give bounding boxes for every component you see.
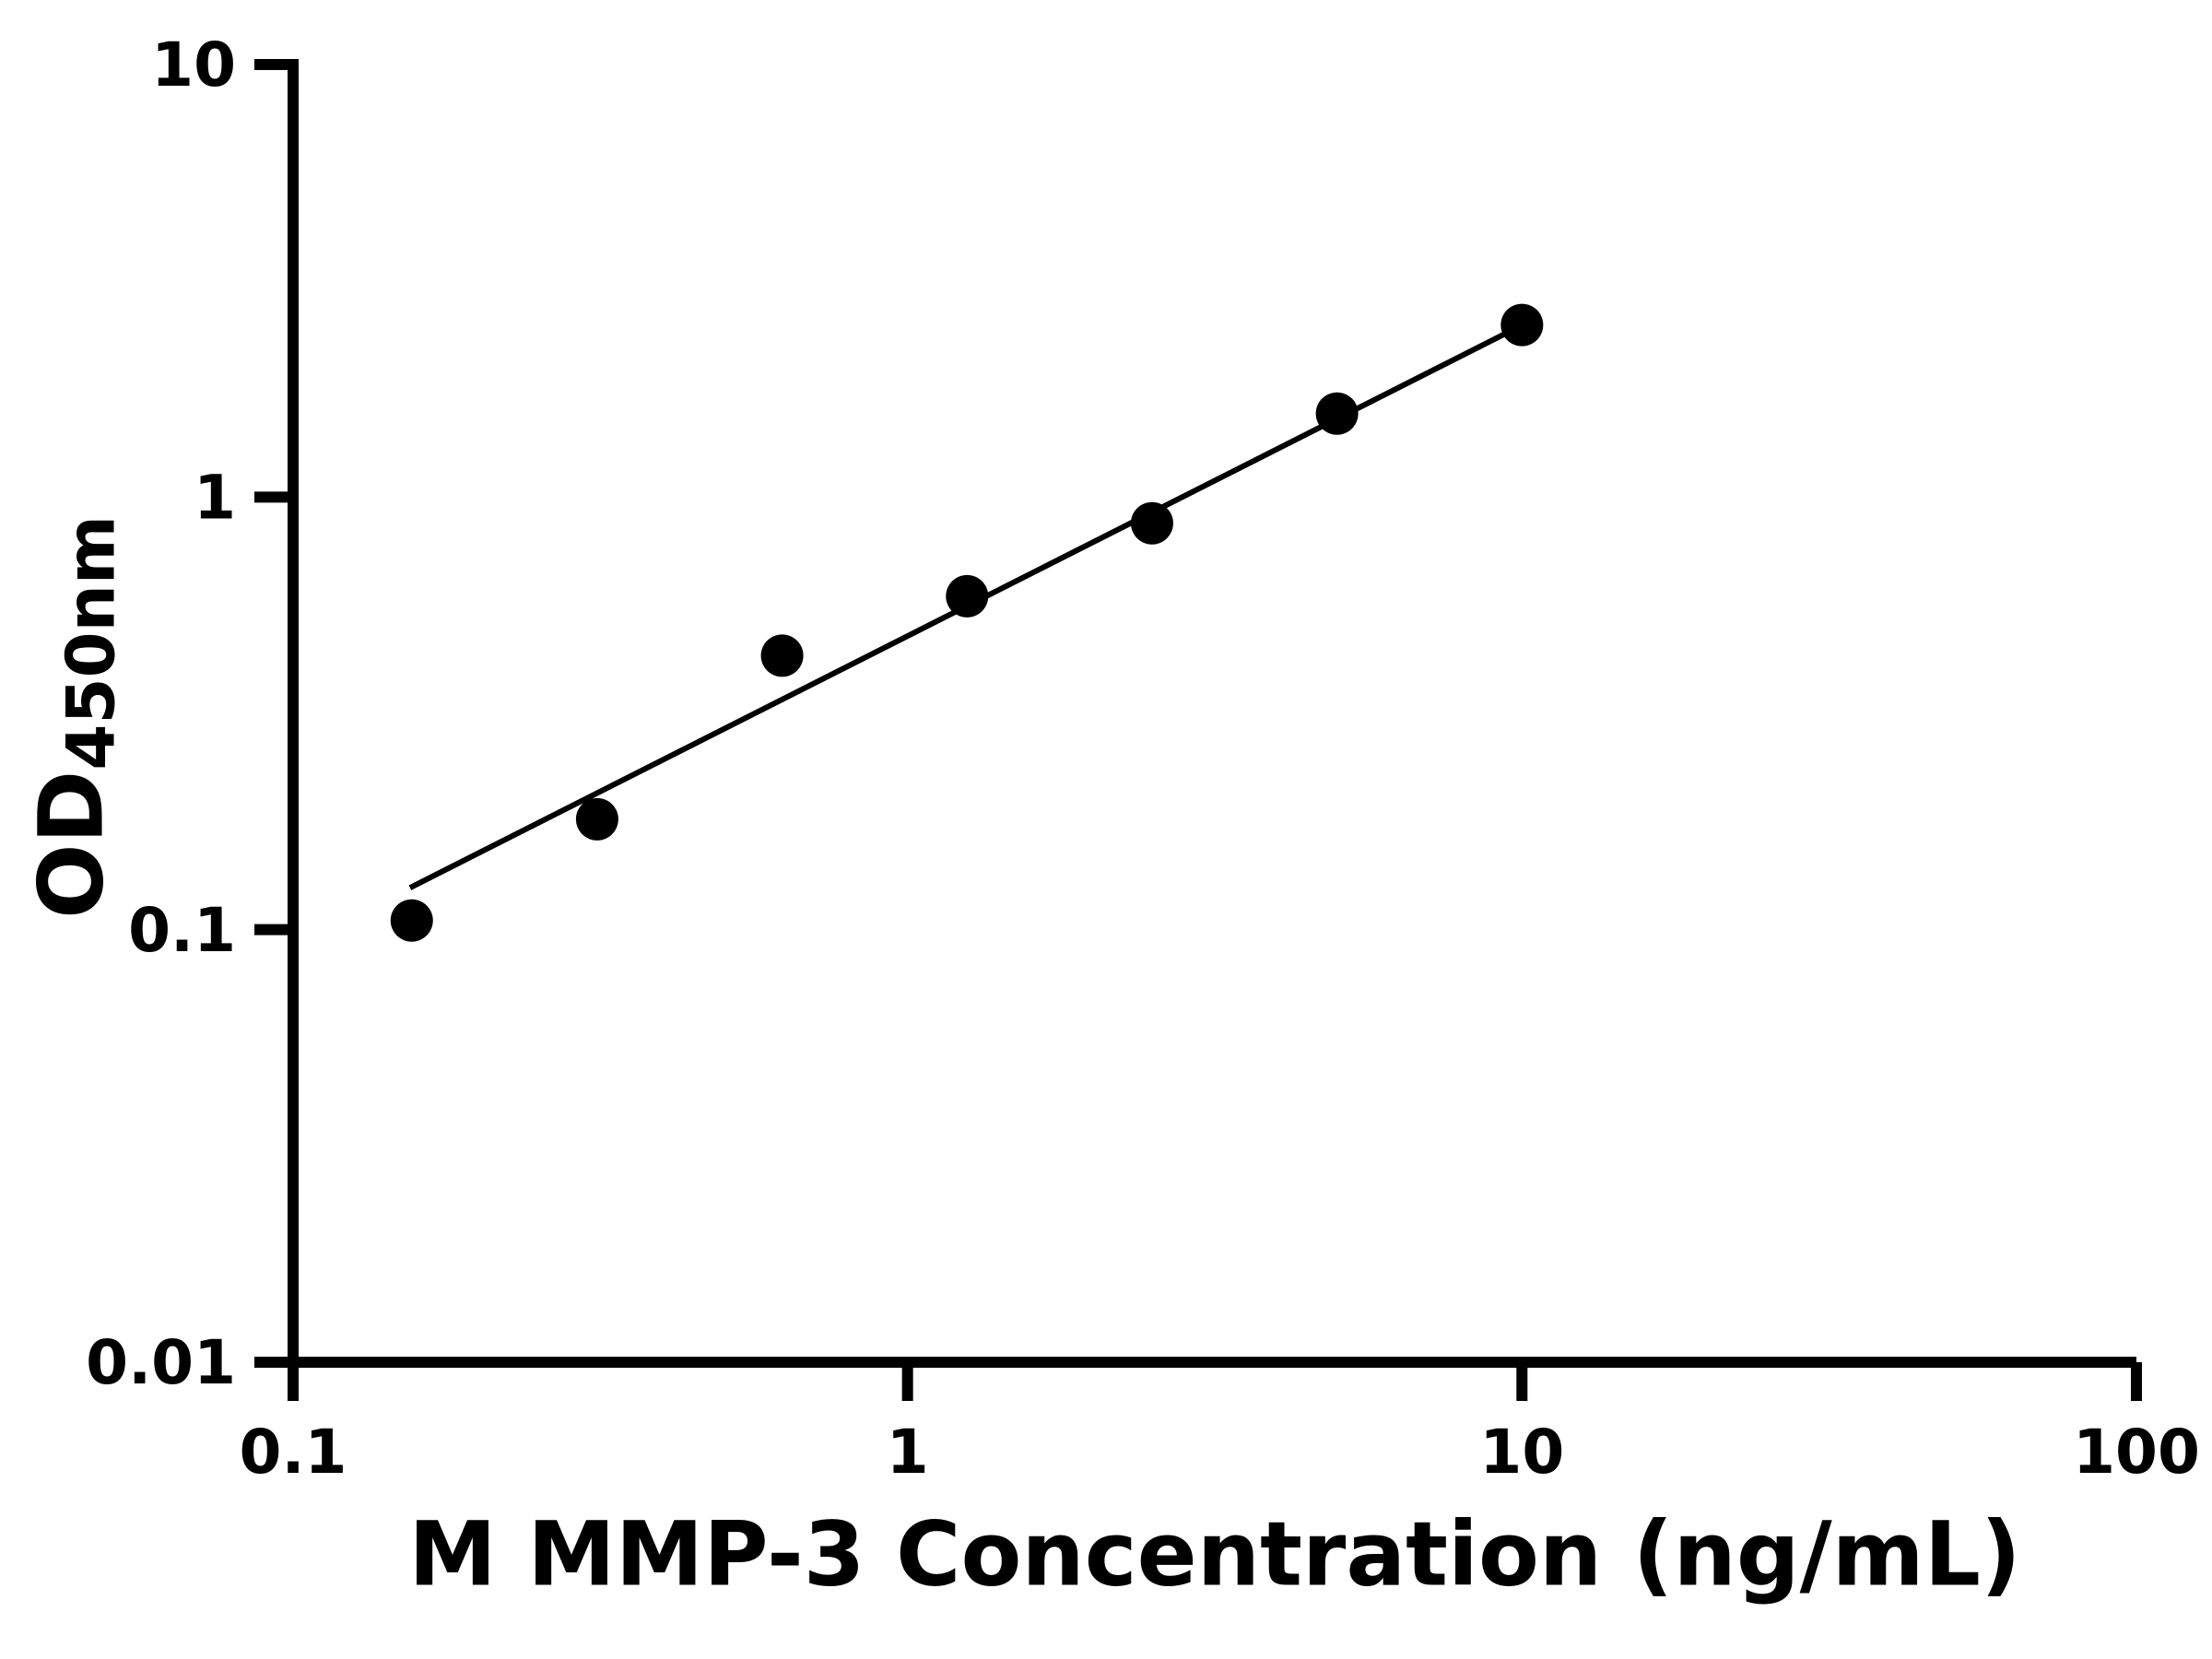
x-tick-label: 10 bbox=[1479, 1417, 1564, 1488]
y-axis-title-main: OD bbox=[19, 770, 124, 919]
data-point bbox=[946, 574, 989, 618]
data-point bbox=[760, 634, 804, 677]
y-tick-label: 1 bbox=[194, 462, 236, 533]
x-tick-label: 100 bbox=[2073, 1417, 2200, 1488]
y-tick-label: 0.01 bbox=[86, 1327, 236, 1398]
y-tick-label: 10 bbox=[151, 29, 236, 100]
data-point bbox=[1130, 501, 1173, 545]
data-point bbox=[390, 899, 433, 942]
data-point bbox=[1315, 392, 1359, 435]
x-axis-title: M MMP-3 Concentration (ng/mL) bbox=[408, 1502, 2021, 1606]
data-point bbox=[575, 797, 618, 841]
x-tick-label: 1 bbox=[887, 1417, 929, 1488]
y-tick-label: 0.1 bbox=[128, 895, 236, 966]
y-axis-title-subscript: 450nm bbox=[52, 515, 130, 771]
y-axis-title: OD450nm bbox=[19, 515, 130, 919]
axis-lines bbox=[288, 59, 2136, 1368]
x-tick-label: 0.1 bbox=[240, 1417, 347, 1488]
data-point bbox=[1500, 303, 1544, 347]
